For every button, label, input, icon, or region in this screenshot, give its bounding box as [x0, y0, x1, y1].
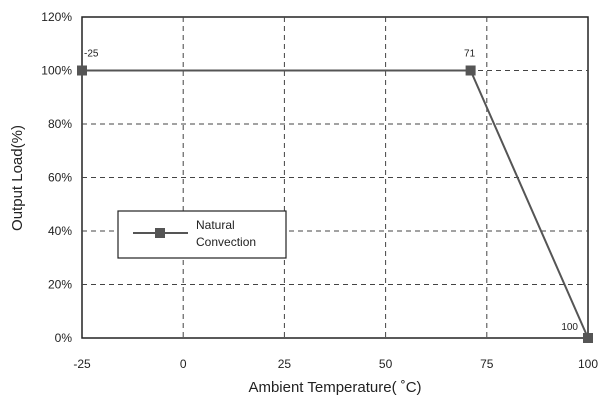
x-tick-label: 25 [278, 357, 292, 371]
legend-marker [155, 228, 165, 238]
y-tick-label: 60% [48, 171, 72, 185]
y-tick-label: 20% [48, 278, 72, 292]
data-point-marker [77, 65, 87, 76]
y-axis-label: Output Load(%) [9, 125, 26, 231]
x-tick-label: 0 [180, 357, 187, 371]
x-axis-label: Ambient Temperature( ˚C) [248, 379, 421, 396]
legend-text-line1: Natural [196, 218, 235, 232]
data-point-label: 100 [561, 322, 578, 333]
data-point-marker [465, 65, 476, 76]
y-tick-label: 80% [48, 117, 72, 131]
legend-text-line2: Convection [196, 235, 256, 249]
x-tick-label: 50 [379, 357, 393, 371]
x-tick-label: 100 [578, 357, 598, 371]
y-tick-label: 40% [48, 224, 72, 238]
y-tick-label: 100% [41, 64, 72, 78]
x-tick-label: -25 [73, 357, 91, 371]
data-point-label: -25 [84, 49, 99, 60]
x-tick-label: 75 [480, 357, 494, 371]
legend-box [117, 210, 287, 259]
series-layer: -25 71 100 [77, 49, 593, 343]
data-point-marker [583, 333, 593, 343]
y-tick-label: 120% [41, 10, 72, 24]
tick-layer: -25 0 25 50 75 100 0% 20% 40% 60% 80% 100% 120% [41, 10, 598, 371]
data-point-label: 71 [464, 49, 476, 60]
legend: Natural Convection [117, 210, 287, 259]
y-tick-label: 0% [55, 331, 73, 345]
